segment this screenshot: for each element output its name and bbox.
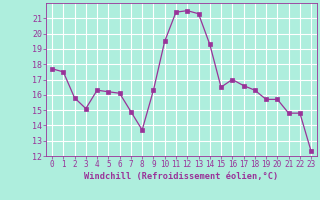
X-axis label: Windchill (Refroidissement éolien,°C): Windchill (Refroidissement éolien,°C) (84, 172, 279, 181)
